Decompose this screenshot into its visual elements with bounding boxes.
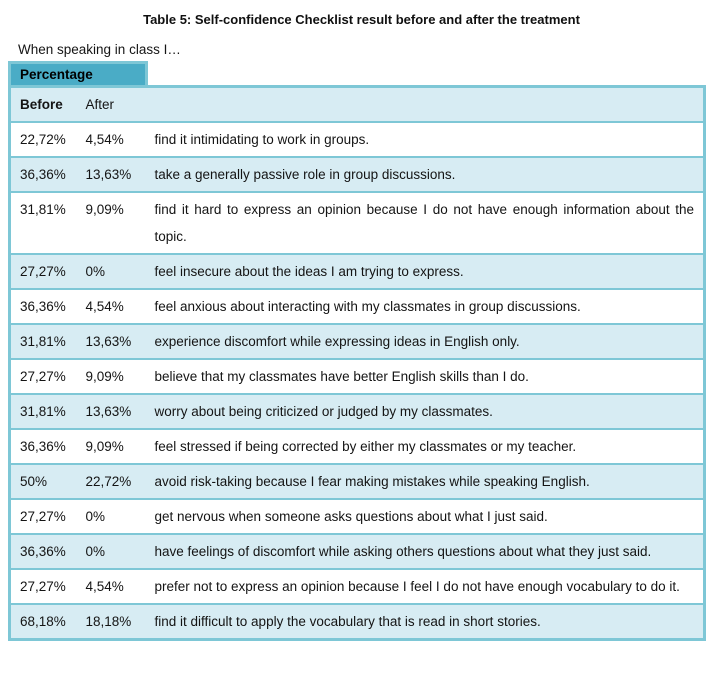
checklist-table: Before After 22,72% 4,54% find it intimi… bbox=[8, 85, 706, 641]
before-value: 31,81% bbox=[9, 191, 86, 254]
statement-text: feel stressed if being corrected by eith… bbox=[154, 428, 705, 464]
statement-text: worry about being criticized or judged b… bbox=[154, 393, 705, 429]
table-row: 50% 22,72% avoid risk-taking because I f… bbox=[9, 463, 705, 499]
before-value: 68,18% bbox=[9, 603, 86, 640]
statement-text: find it difficult to apply the vocabular… bbox=[154, 603, 705, 640]
statement-text: find it intimidating to work in groups. bbox=[154, 121, 705, 157]
after-value: 0% bbox=[85, 533, 155, 569]
table-row: 27,27% 4,54% prefer not to express an op… bbox=[9, 568, 705, 604]
table-caption: Table 5: Self-confidence Checklist resul… bbox=[143, 12, 580, 27]
statement-text: get nervous when someone asks questions … bbox=[154, 498, 705, 534]
after-value: 18,18% bbox=[85, 603, 155, 640]
table-row: 36,36% 4,54% feel anxious about interact… bbox=[9, 288, 705, 324]
statement-text: avoid risk-taking because I fear making … bbox=[154, 463, 705, 499]
table-row: 27,27% 9,09% believe that my classmates … bbox=[9, 358, 705, 394]
header-row: Before After bbox=[9, 85, 705, 122]
table-row: 36,36% 9,09% feel stressed if being corr… bbox=[9, 428, 705, 464]
statement-text: find it hard to express an opinion becau… bbox=[154, 191, 705, 254]
before-value: 27,27% bbox=[9, 498, 86, 534]
before-value: 27,27% bbox=[9, 358, 86, 394]
statement-text: have feelings of discomfort while asking… bbox=[154, 533, 705, 569]
statement-text: feel insecure about the ideas I am tryin… bbox=[154, 253, 705, 289]
table-row: 22,72% 4,54% find it intimidating to wor… bbox=[9, 121, 705, 157]
statement-text: believe that my classmates have better E… bbox=[154, 358, 705, 394]
after-value: 0% bbox=[85, 253, 155, 289]
column-header-after: After bbox=[85, 85, 155, 122]
table-row: 36,36% 0% have feelings of discomfort wh… bbox=[9, 533, 705, 569]
table-row: 31,81% 9,09% find it hard to express an … bbox=[9, 191, 705, 254]
statement-text: prefer not to express an opinion because… bbox=[154, 568, 705, 604]
table-row: 31,81% 13,63% experience discomfort whil… bbox=[9, 323, 705, 359]
after-value: 13,63% bbox=[85, 156, 155, 192]
after-value: 9,09% bbox=[85, 428, 155, 464]
statement-text: feel anxious about interacting with my c… bbox=[154, 288, 705, 324]
column-header-statement bbox=[154, 85, 705, 122]
statement-text: take a generally passive role in group d… bbox=[154, 156, 705, 192]
intro-text: When speaking in class I… bbox=[18, 42, 181, 57]
after-value: 13,63% bbox=[85, 323, 155, 359]
after-value: 4,54% bbox=[85, 568, 155, 604]
before-value: 31,81% bbox=[9, 393, 86, 429]
table-row: 31,81% 13,63% worry about being criticiz… bbox=[9, 393, 705, 429]
before-value: 36,36% bbox=[9, 533, 86, 569]
table-row: 36,36% 13,63% take a generally passive r… bbox=[9, 156, 705, 192]
before-value: 31,81% bbox=[9, 323, 86, 359]
after-value: 22,72% bbox=[85, 463, 155, 499]
after-value: 4,54% bbox=[85, 121, 155, 157]
after-value: 13,63% bbox=[85, 393, 155, 429]
percentage-tab: Percentage bbox=[8, 61, 148, 85]
before-value: 36,36% bbox=[9, 156, 86, 192]
before-value: 27,27% bbox=[9, 253, 86, 289]
before-value: 50% bbox=[9, 463, 86, 499]
table-row: 27,27% 0% feel insecure about the ideas … bbox=[9, 253, 705, 289]
before-value: 36,36% bbox=[9, 288, 86, 324]
after-value: 9,09% bbox=[85, 358, 155, 394]
before-value: 27,27% bbox=[9, 568, 86, 604]
after-value: 9,09% bbox=[85, 191, 155, 254]
statement-text: experience discomfort while expressing i… bbox=[154, 323, 705, 359]
before-value: 22,72% bbox=[9, 121, 86, 157]
table-row: 68,18% 18,18% find it difficult to apply… bbox=[9, 603, 705, 640]
after-value: 0% bbox=[85, 498, 155, 534]
document-page: Table 5: Self-confidence Checklist resul… bbox=[8, 12, 706, 641]
table-row: 27,27% 0% get nervous when someone asks … bbox=[9, 498, 705, 534]
column-header-before: Before bbox=[9, 85, 86, 122]
after-value: 4,54% bbox=[85, 288, 155, 324]
before-value: 36,36% bbox=[9, 428, 86, 464]
